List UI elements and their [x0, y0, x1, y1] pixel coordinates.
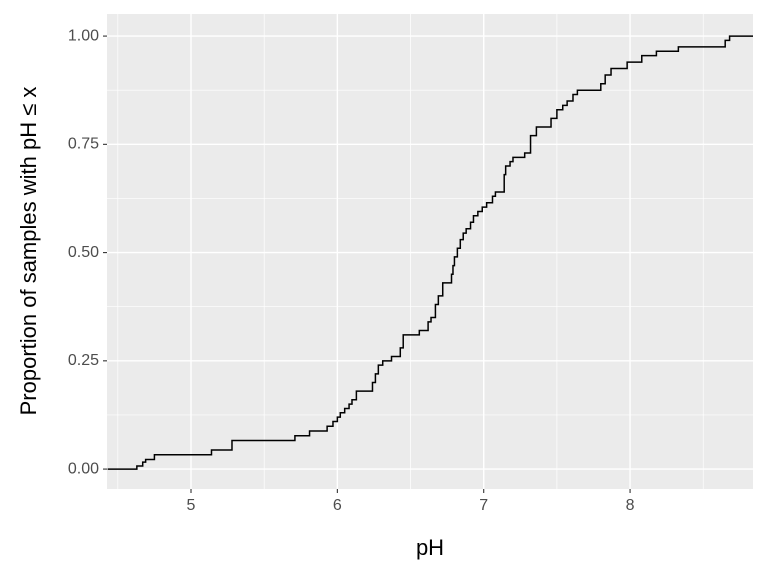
x-tick-label: 8	[626, 497, 635, 514]
y-tick-label: 0.50	[68, 244, 99, 261]
grid	[107, 14, 753, 489]
y-tick-label: 0.00	[68, 460, 99, 477]
ecdf-line	[107, 35, 753, 470]
x-tick-label: 5	[187, 497, 196, 514]
x-tick-label: 7	[479, 497, 488, 514]
y-tick-label: 1.00	[68, 27, 99, 44]
x-tick-label: 6	[333, 497, 342, 514]
y-axis-title: Proportion of samples with pH ≤ x	[16, 87, 41, 416]
panel	[107, 14, 753, 489]
x-axis-title: pH	[416, 535, 444, 560]
marks	[107, 35, 753, 470]
y-tick-label: 0.75	[68, 136, 99, 153]
y-tick-label: 0.25	[68, 352, 99, 369]
